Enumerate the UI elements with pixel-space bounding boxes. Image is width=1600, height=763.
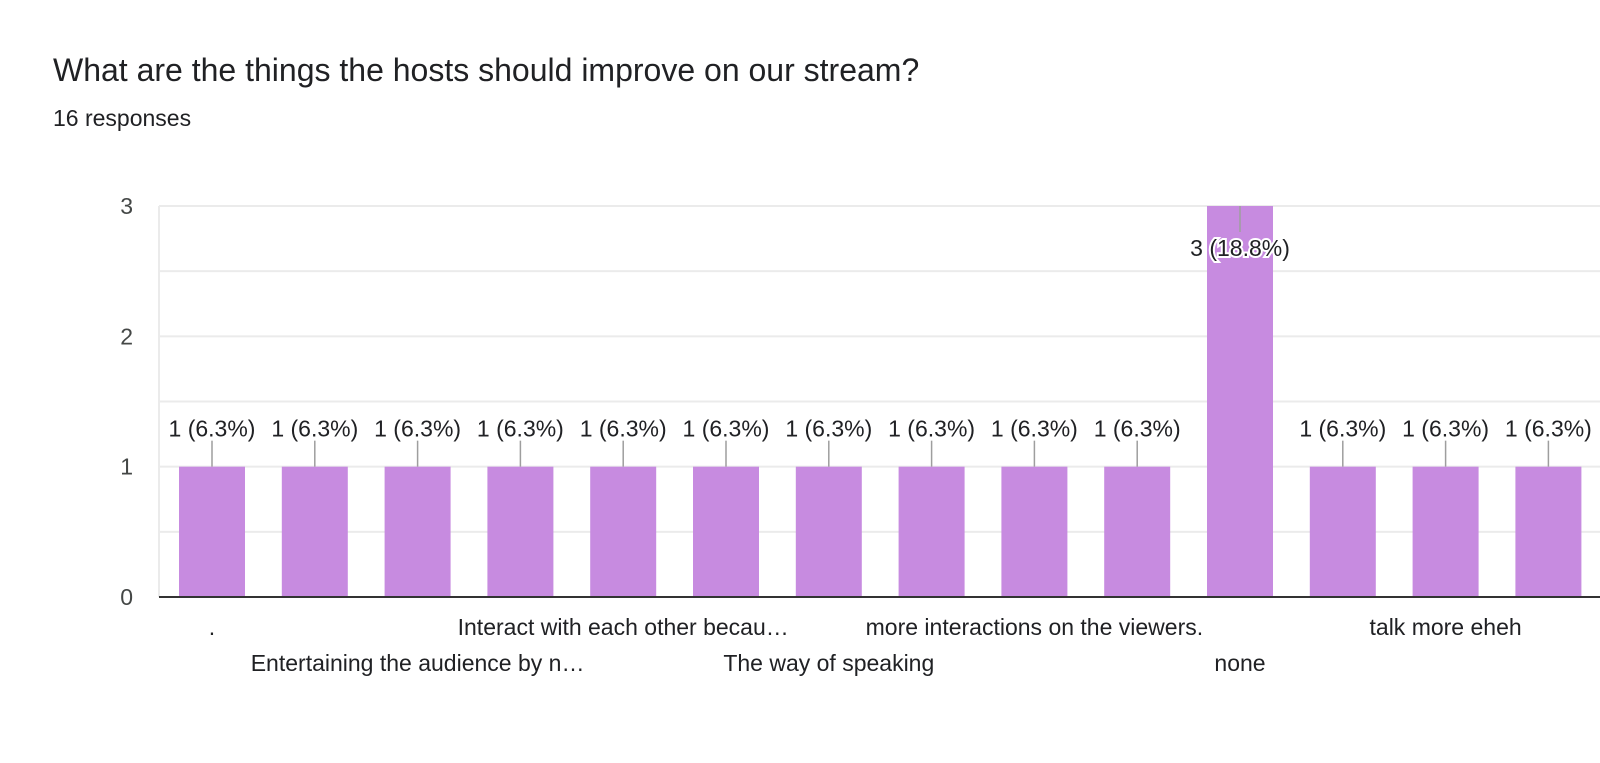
bar [795, 466, 862, 597]
data-label: 1 (6.3%) [271, 416, 358, 442]
bar [1207, 206, 1273, 597]
bar [693, 466, 759, 597]
bar [487, 466, 554, 597]
bar [590, 466, 657, 597]
x-category-label: talk more eheh [1370, 614, 1522, 640]
bar [1412, 466, 1479, 597]
data-label: 1 (6.3%) [1402, 416, 1489, 442]
bar [1001, 466, 1068, 597]
y-tick-label: 1 [120, 454, 133, 480]
bar [1104, 466, 1171, 597]
y-tick-label: 3 [120, 193, 133, 219]
data-label: 1 (6.3%) [477, 416, 564, 442]
data-label: 1 (6.3%) [785, 416, 872, 442]
data-label: 1 (6.3%) [580, 416, 667, 442]
bar [179, 466, 245, 597]
x-category-label: The way of speaking [723, 650, 934, 676]
x-category-label: none [1214, 650, 1265, 676]
bar [1309, 466, 1376, 597]
x-category-label: Interact with each other becau… [458, 614, 789, 640]
question-title: What are the things the hosts should imp… [53, 52, 920, 88]
data-label: 1 (6.3%) [1094, 416, 1181, 442]
x-category-label: . [209, 614, 215, 640]
bar [281, 466, 348, 597]
y-tick-label: 2 [120, 323, 133, 349]
x-category-label: Entertaining the audience by n… [251, 650, 585, 676]
x-category-label: more interactions on the viewers. [866, 614, 1204, 640]
data-label: 1 (6.3%) [374, 416, 461, 442]
data-label: 1 (6.3%) [888, 416, 975, 442]
data-label: 1 (6.3%) [683, 416, 770, 442]
bar [1515, 466, 1582, 597]
data-label: 1 (6.3%) [169, 416, 256, 442]
data-label: 1 (6.3%) [1505, 416, 1592, 442]
bar [898, 466, 965, 597]
y-tick-label: 0 [120, 584, 133, 610]
bar [384, 466, 451, 597]
response-count: 16 responses [53, 105, 192, 131]
data-label: 1 (6.3%) [991, 416, 1078, 442]
data-label: 3 (18.8%) [1190, 235, 1290, 261]
data-label: 1 (6.3%) [1299, 416, 1386, 442]
